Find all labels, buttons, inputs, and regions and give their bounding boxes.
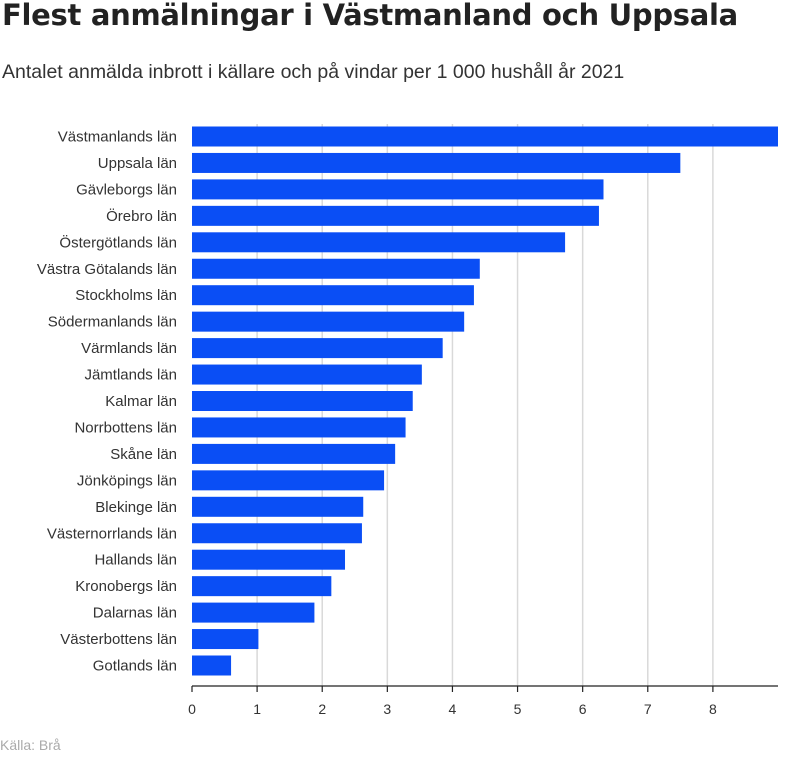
category-label: Västmanlands län xyxy=(58,129,177,146)
category-label: Jönköpings län xyxy=(77,472,177,489)
bar xyxy=(192,338,443,359)
bar xyxy=(192,443,396,464)
bar xyxy=(192,311,465,332)
category-label: Stockholms län xyxy=(75,287,177,304)
category-label: Blekinge län xyxy=(95,499,177,516)
bar xyxy=(192,126,778,147)
category-label: Kalmar län xyxy=(105,393,177,410)
category-label: Västernorrlands län xyxy=(47,525,177,542)
x-tick-label: 5 xyxy=(514,701,522,717)
x-tick-label: 0 xyxy=(188,701,196,717)
bar xyxy=(192,258,480,279)
category-label: Hallands län xyxy=(94,552,177,569)
category-label: Örebro län xyxy=(106,207,177,225)
x-tick-label: 8 xyxy=(709,701,717,717)
chart-subtitle: Antalet anmälda inbrott i källare och på… xyxy=(2,61,625,83)
category-label: Värmlands län xyxy=(81,340,177,357)
category-label: Norrbottens län xyxy=(74,419,177,436)
x-tick-label: 2 xyxy=(318,701,326,717)
bar xyxy=(192,602,315,623)
bars xyxy=(192,126,778,676)
bar xyxy=(192,391,413,411)
bar xyxy=(192,285,474,306)
category-labels: Västmanlands län Uppsala län Gävleborgs lä… xyxy=(37,129,177,675)
x-tick-label: 6 xyxy=(579,701,587,717)
category-label: Skåne län xyxy=(110,446,177,463)
bar xyxy=(192,364,422,385)
category-label: Södermanlands län xyxy=(48,314,177,331)
category-label: Gotlands län xyxy=(93,658,177,675)
bar xyxy=(192,496,364,517)
bar xyxy=(192,655,232,676)
x-tick-label: 1 xyxy=(253,701,261,717)
category-label: Uppsala län xyxy=(98,155,177,172)
category-label: Dalarnas län xyxy=(93,605,177,622)
category-label: Kronobergs län xyxy=(75,578,177,595)
category-label: Östergötlands län xyxy=(59,233,177,251)
x-axis: 0 1 2 3 4 5 6 7 8 xyxy=(188,685,778,717)
bar xyxy=(192,232,566,253)
x-tick-label: 7 xyxy=(644,701,652,717)
bar xyxy=(192,523,362,544)
x-tick-label: 3 xyxy=(383,701,391,717)
category-label: Västra Götalands län xyxy=(37,261,177,278)
category-label: Jämtlands län xyxy=(84,367,177,384)
source-note: Källa: Brå xyxy=(0,737,61,753)
bar xyxy=(192,549,346,570)
bar xyxy=(192,179,604,200)
bar xyxy=(192,417,406,438)
bar xyxy=(192,152,681,173)
chart-title: Flest anmälningar i Västmanland och Upps… xyxy=(2,0,738,32)
bar xyxy=(192,629,259,650)
bar xyxy=(192,470,385,491)
category-label: Västerbottens län xyxy=(60,631,177,648)
bar xyxy=(192,205,599,226)
x-tick-label: 4 xyxy=(449,701,457,717)
bar xyxy=(192,576,332,597)
category-label: Gävleborgs län xyxy=(76,181,177,198)
